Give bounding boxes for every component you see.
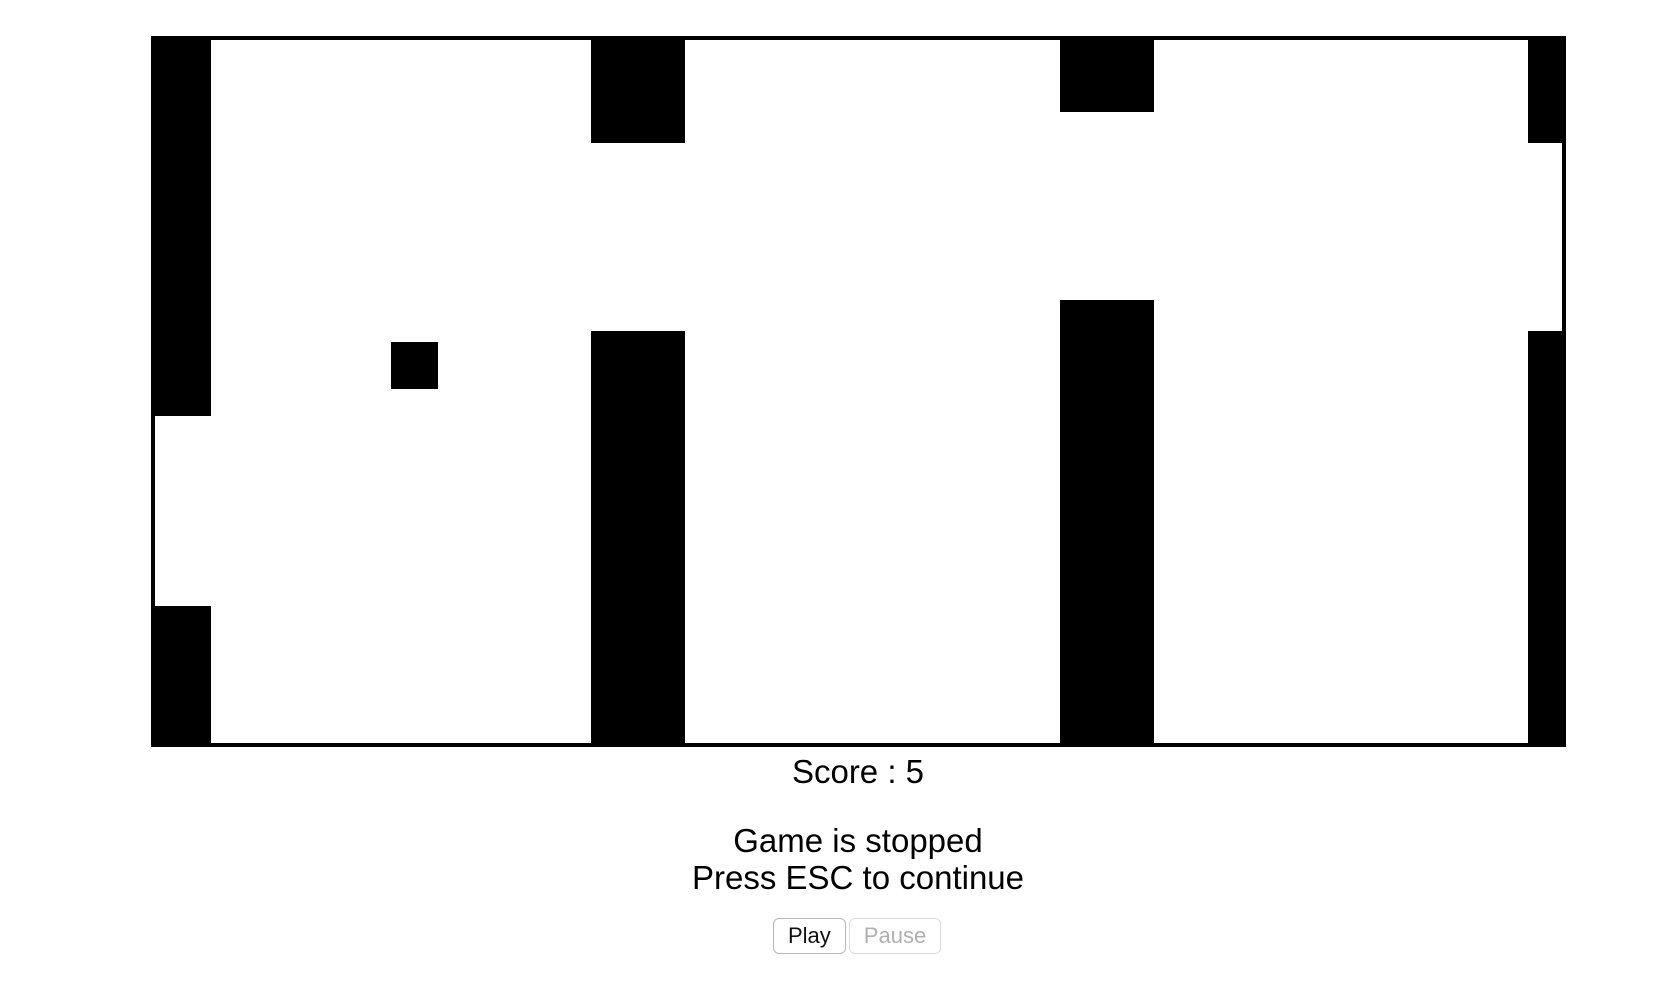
pipe-bottom-2 xyxy=(591,331,685,743)
score-display: Score : 5 xyxy=(791,753,925,790)
pipe-bottom-3 xyxy=(1060,300,1154,743)
pipe-top-1 xyxy=(155,40,211,416)
game-canvas[interactable] xyxy=(151,36,1566,747)
player-block xyxy=(391,342,438,389)
status-line-stopped: Game is stopped xyxy=(733,822,983,859)
pipe-top-4 xyxy=(1528,40,1562,143)
pause-button[interactable]: Pause xyxy=(848,918,942,954)
pipe-top-3 xyxy=(1060,40,1154,112)
play-button[interactable]: Play xyxy=(773,918,846,954)
pipe-bottom-1 xyxy=(155,606,211,743)
pipe-top-2 xyxy=(591,40,685,143)
game-status-message: Game is stopped Press ESC to continue xyxy=(0,822,1670,896)
game-controls: Play Pause xyxy=(773,918,942,954)
status-line-hint: Press ESC to continue xyxy=(692,859,1024,896)
pipe-bottom-4 xyxy=(1528,331,1562,743)
